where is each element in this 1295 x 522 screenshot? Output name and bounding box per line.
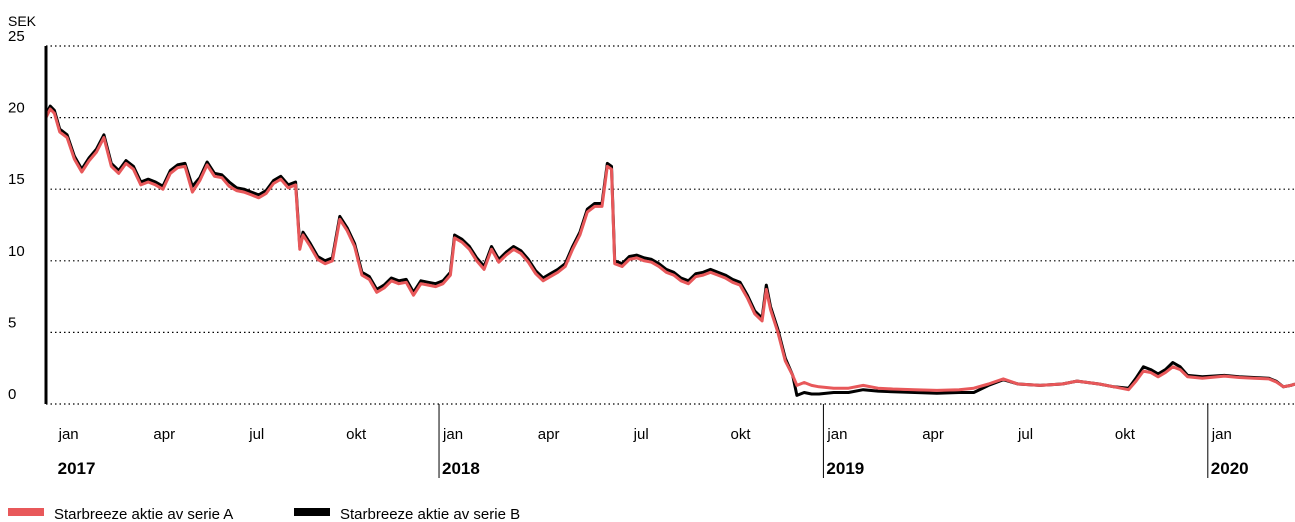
x-year-label-2017: 2017: [58, 459, 96, 478]
y-axis-unit-label: SEK: [8, 13, 37, 29]
y-tick-label-0: 0: [8, 386, 16, 403]
y-tick-label-25: 25: [8, 28, 25, 45]
x-tick-label-6: jul: [633, 426, 649, 443]
x-tick-label-1: apr: [153, 426, 175, 443]
series-line-a: [44, 107, 1295, 392]
x-tick-label-3: okt: [346, 426, 367, 443]
x-tick-label-10: jul: [1017, 426, 1033, 443]
x-year-label-2018: 2018: [442, 459, 480, 478]
x-axis: jan apr jul okt jan apr jul okt jan apr jul okt jan 2…: [58, 404, 1249, 478]
x-tick-label-11: okt: [1115, 426, 1136, 443]
gridlines: [46, 45, 1295, 405]
y-tick-label-10: 10: [8, 243, 25, 260]
y-tick-label-5: 5: [8, 314, 16, 331]
legend-label-series-b: Starbreeze aktie av serie B: [340, 506, 520, 522]
x-tick-label-2: jul: [248, 426, 264, 443]
x-tick-label-4: jan: [442, 426, 463, 443]
legend-swatch-series-a: [8, 508, 44, 516]
x-year-label-2019: 2019: [826, 459, 864, 478]
legend: Starbreeze aktie av serie A Starbreeze a…: [8, 506, 520, 522]
x-tick-label-5: apr: [538, 426, 560, 443]
series-lines: [44, 104, 1295, 397]
x-tick-label-8: jan: [826, 426, 847, 443]
y-tick-label-20: 20: [8, 100, 25, 117]
legend-swatch-series-b: [294, 508, 330, 516]
x-tick-label-0: jan: [58, 426, 79, 443]
x-tick-label-12: jan: [1211, 426, 1232, 443]
x-tick-label-9: apr: [922, 426, 944, 443]
x-tick-label-7: okt: [731, 426, 752, 443]
legend-item-series-a: Starbreeze aktie av serie A: [8, 506, 233, 522]
legend-item-series-b: Starbreeze aktie av serie B: [294, 506, 520, 522]
series-line-b: [44, 104, 1295, 397]
y-axis-ticks: 0 5 10 15 20 25: [8, 28, 25, 403]
x-year-label-2020: 2020: [1211, 459, 1249, 478]
y-tick-label-15: 15: [8, 171, 25, 188]
legend-label-series-a: Starbreeze aktie av serie A: [54, 506, 233, 522]
